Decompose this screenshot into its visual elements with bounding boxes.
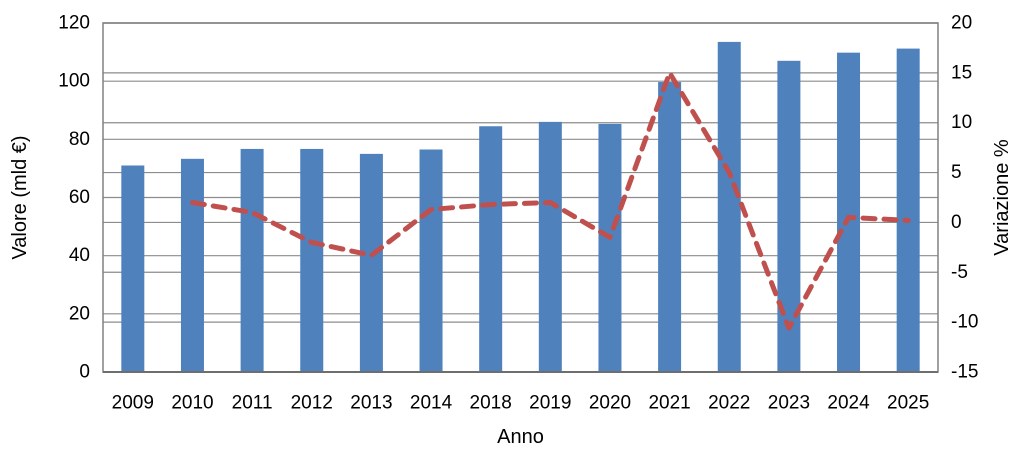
category-label-2021: 2021	[648, 393, 690, 414]
variazione-dashed-line	[190, 70, 911, 331]
bar-2009	[121, 165, 145, 372]
category-label-2022: 2022	[708, 393, 750, 414]
category-label-2011: 2011	[232, 393, 273, 414]
right-tick-label-20: 20	[951, 13, 972, 34]
bar-2020	[598, 123, 622, 373]
bar-2018	[479, 126, 503, 372]
left-tick-label-100: 100	[58, 71, 90, 92]
left-tick-label-40: 40	[69, 245, 90, 266]
bar-2021	[658, 82, 682, 372]
bar-2013	[359, 153, 383, 372]
plot-border	[102, 22, 939, 373]
bar-2011	[240, 148, 264, 372]
right-tick-label--5: -5	[951, 262, 968, 283]
category-label-2010: 2010	[171, 393, 213, 414]
category-label-2018: 2018	[470, 393, 512, 414]
left-axis-title: Valore (mld €)	[9, 135, 31, 259]
axis-tick-labels: 0 20 40 60 80 100 120 -15 -10 -5 0 5 10 15 20 2009 2010 2…	[58, 13, 978, 414]
left-tick-label-120: 120	[58, 13, 90, 34]
bar-series-valore	[121, 41, 920, 373]
left-tick-label-60: 60	[69, 187, 90, 208]
bar-2025	[896, 48, 920, 373]
x-axis-title: Anno	[497, 426, 544, 448]
gridlines	[103, 22, 938, 373]
category-label-2024: 2024	[827, 393, 870, 414]
right-axis-title: Variazione %	[991, 139, 1013, 256]
left-tick-label-80: 80	[69, 129, 90, 150]
category-label-2025: 2025	[887, 393, 929, 414]
bar-2019	[538, 121, 562, 372]
bar-2023	[777, 60, 801, 372]
bar-2012	[300, 148, 324, 372]
right-tick-label-15: 15	[951, 62, 972, 83]
category-label-2014: 2014	[410, 393, 453, 414]
category-label-2012: 2012	[291, 393, 333, 414]
bar-2010	[180, 158, 204, 372]
left-tick-label-0: 0	[79, 362, 90, 383]
category-label-2020: 2020	[589, 393, 631, 414]
category-label-2009: 2009	[112, 393, 154, 414]
bar-2014	[419, 149, 443, 372]
right-tick-label--15: -15	[951, 362, 978, 383]
right-tick-label-0: 0	[951, 212, 962, 233]
category-label-2023: 2023	[768, 393, 810, 414]
bar-2022	[717, 41, 741, 372]
line-series-variazione	[190, 70, 911, 331]
left-tick-label-20: 20	[69, 303, 90, 324]
category-label-2019: 2019	[529, 393, 571, 414]
right-tick-label-10: 10	[951, 112, 972, 133]
category-label-2013: 2013	[350, 393, 392, 414]
right-tick-label-5: 5	[951, 162, 962, 183]
right-tick-label--10: -10	[951, 312, 978, 333]
bar-2024	[837, 52, 861, 372]
